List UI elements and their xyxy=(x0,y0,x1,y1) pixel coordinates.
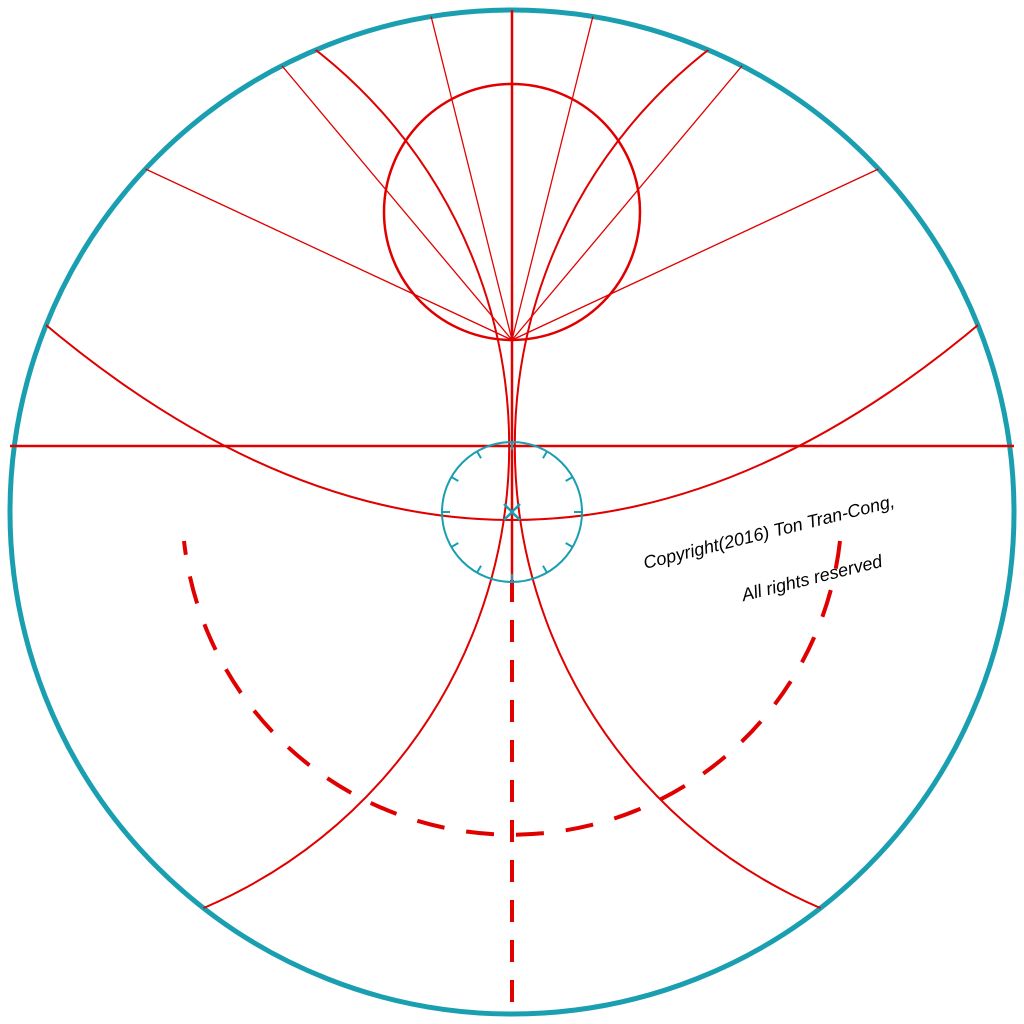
left-lateral-arc xyxy=(62,0,509,945)
right-lateral-arc xyxy=(515,0,962,945)
